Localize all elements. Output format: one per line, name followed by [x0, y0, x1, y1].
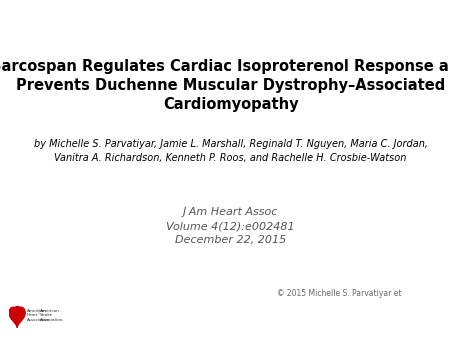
Text: American
Heart
Association: American Heart Association [27, 309, 50, 322]
Text: by Michelle S. Parvatiyar, Jamie L. Marshall, Reginald T. Nguyen, Maria C. Jorda: by Michelle S. Parvatiyar, Jamie L. Mars… [34, 140, 428, 164]
Text: J Am Heart Assoc
Volume 4(12):e002481
December 22, 2015: J Am Heart Assoc Volume 4(12):e002481 De… [166, 207, 295, 245]
Text: Sarcospan Regulates Cardiac Isoproterenol Response and
Prevents Duchenne Muscula: Sarcospan Regulates Cardiac Isoprotereno… [0, 59, 450, 112]
Text: © 2015 Michelle S. Parvatiyar et: © 2015 Michelle S. Parvatiyar et [277, 289, 401, 298]
Polygon shape [9, 307, 25, 328]
Text: American
Stroke
Association.: American Stroke Association. [40, 309, 64, 322]
Text: |: | [37, 309, 39, 314]
